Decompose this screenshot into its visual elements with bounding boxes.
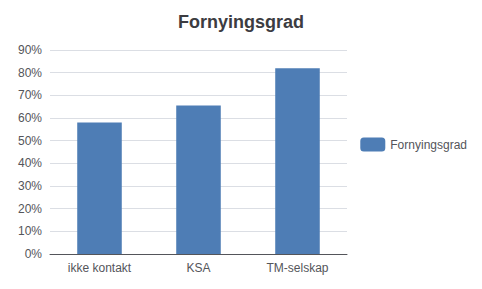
- svg-text:Fornyingsgrad: Fornyingsgrad: [178, 12, 304, 32]
- svg-text:50%: 50%: [18, 134, 42, 148]
- svg-text:60%: 60%: [18, 111, 42, 125]
- svg-text:20%: 20%: [18, 202, 42, 216]
- svg-text:90%: 90%: [18, 43, 42, 57]
- svg-text:ikke kontakt: ikke kontakt: [68, 261, 132, 275]
- svg-text:80%: 80%: [18, 66, 42, 80]
- svg-text:TM-selskap: TM-selskap: [266, 261, 328, 275]
- svg-text:Fornyingsgrad: Fornyingsgrad: [390, 138, 467, 152]
- svg-text:KSA: KSA: [186, 261, 210, 275]
- svg-text:0%: 0%: [25, 247, 43, 261]
- svg-text:30%: 30%: [18, 179, 42, 193]
- svg-text:40%: 40%: [18, 156, 42, 170]
- svg-text:10%: 10%: [18, 224, 42, 238]
- svg-text:70%: 70%: [18, 88, 42, 102]
